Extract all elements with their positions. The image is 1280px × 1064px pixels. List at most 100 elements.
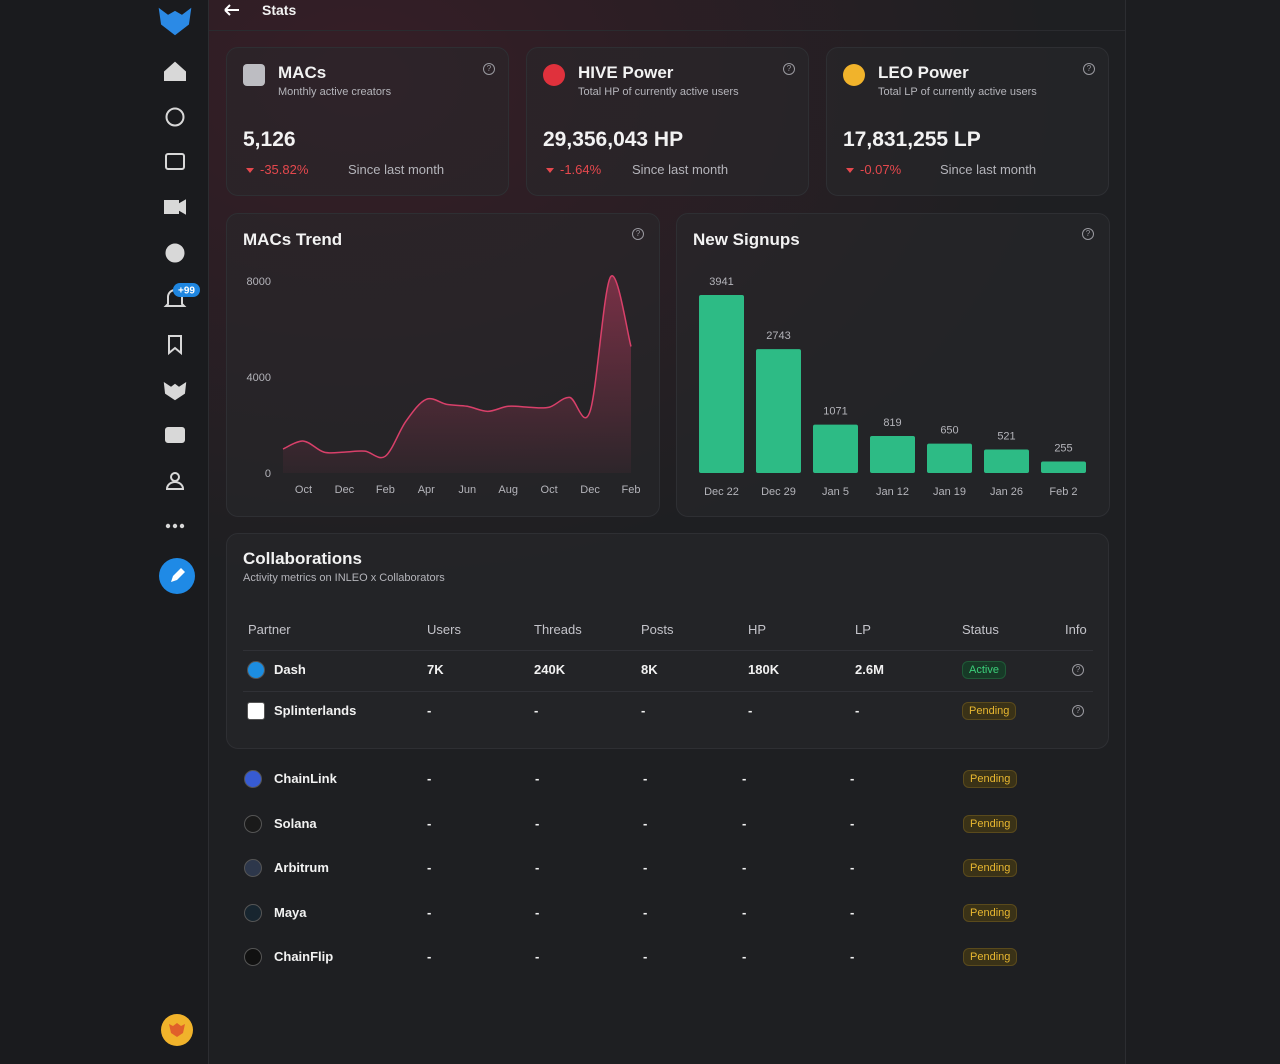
stat-subtitle: Total LP of currently active users <box>878 86 1037 98</box>
stat-change-note: Since last month <box>632 162 729 177</box>
x-tick-label: Aug <box>498 484 518 496</box>
logo[interactable] <box>158 7 192 36</box>
bar <box>984 449 1029 473</box>
x-tick-label: Apr <box>418 484 435 496</box>
stat-change-note: Since last month <box>940 162 1037 177</box>
help-icon[interactable]: ? <box>1082 228 1094 240</box>
help-icon[interactable]: ? <box>783 63 795 75</box>
chart-card: MACs Trend? 0 4000 8000 Oct Dec Feb Apr Jun Aug Oc… <box>226 213 660 517</box>
metric-cell: - <box>535 949 540 964</box>
column-header: Status <box>962 622 999 637</box>
globe-icon[interactable] <box>165 243 185 263</box>
column-header: LP <box>855 622 871 637</box>
metric-cell: - <box>850 771 855 786</box>
stat-icon <box>243 64 265 86</box>
metric-cell: 240K <box>534 662 566 677</box>
bar <box>813 424 858 473</box>
change-arrow <box>246 168 254 173</box>
partner-name: Splinterlands <box>274 703 357 718</box>
more-icon[interactable] <box>165 523 185 529</box>
line <box>282 275 632 459</box>
explore-icon[interactable] <box>165 107 185 127</box>
profile-icon[interactable] <box>170 472 180 482</box>
help-icon[interactable]: ? <box>483 63 495 75</box>
stat-subtitle: Total HP of currently active users <box>578 86 739 98</box>
metric-cell: - <box>742 949 747 964</box>
metric-cell: - <box>742 771 747 786</box>
partner-name: ChainFlip <box>274 949 334 964</box>
bar <box>927 443 972 473</box>
metric-cell: - <box>641 703 646 718</box>
metric-cell: - <box>535 771 540 786</box>
x-tick-label: Dec 29 <box>761 486 796 498</box>
stat-value: 17,831,255 LP <box>843 128 981 151</box>
back-button[interactable] <box>222 2 242 18</box>
collaborations-card: Collaborations Activity metrics on INLEO … <box>226 533 1109 749</box>
metric-cell: - <box>535 860 540 875</box>
x-tick-label: Feb <box>376 484 395 496</box>
y-tick-label: 0 <box>265 468 271 480</box>
wallet-icon[interactable] <box>165 427 185 443</box>
partner-icon <box>244 815 262 833</box>
stat-card: LEO Power Total LP of currently active us… <box>826 47 1109 196</box>
metric-cell: 7K <box>427 662 444 677</box>
video-icon[interactable] <box>164 199 186 215</box>
y-tick-label: 4000 <box>247 372 271 384</box>
metric-cell: - <box>850 860 855 875</box>
bookmark-icon[interactable] <box>168 335 182 356</box>
column-header: Threads <box>534 622 582 637</box>
x-tick-label: Jan 19 <box>933 486 966 498</box>
column-header: Info <box>1065 622 1087 637</box>
metric-cell: - <box>748 703 753 718</box>
partner-icon <box>247 661 265 679</box>
partner-name: Dash <box>274 662 306 677</box>
header-divider <box>209 30 1125 31</box>
status-badge: Pending <box>963 815 1018 833</box>
metric-cell: - <box>850 905 855 920</box>
y-tick-label: 8000 <box>247 276 271 288</box>
bar-value-label: 650 <box>940 425 958 437</box>
column-header: Users <box>427 622 461 637</box>
stat-title: MACs <box>278 63 327 82</box>
sidebar: +99 <box>0 0 209 1064</box>
partner-name: ChainLink <box>274 771 337 786</box>
partner-icon <box>244 948 262 966</box>
partner-icon <box>244 904 262 922</box>
metric-cell: - <box>535 816 540 831</box>
metric-cell: - <box>850 949 855 964</box>
bar-value-label: 1071 <box>823 406 847 418</box>
metric-cell: - <box>535 905 540 920</box>
notification-badge: +99 <box>178 286 195 297</box>
stat-change: -1.64% <box>560 162 602 177</box>
leo-icon[interactable] <box>163 381 187 401</box>
help-icon[interactable]: ? <box>1083 63 1095 75</box>
page-title: Stats <box>262 2 297 18</box>
stat-icon <box>843 64 865 86</box>
metric-cell: - <box>850 816 855 831</box>
partner-name: Arbitrum <box>274 860 329 875</box>
stat-subtitle: Monthly active creators <box>278 86 392 98</box>
metric-cell: - <box>427 860 432 875</box>
help-icon[interactable]: ? <box>1072 664 1084 676</box>
metric-cell: 8K <box>641 662 658 677</box>
bar <box>1041 461 1086 473</box>
news-icon[interactable] <box>165 153 185 170</box>
column-header: HP <box>748 622 767 637</box>
stat-card: HIVE Power Total HP of currently active u… <box>526 47 809 196</box>
x-tick-label: Jun <box>458 484 476 496</box>
sidebar-icons: +99 <box>158 7 200 1046</box>
chart-title: New Signups <box>693 230 800 249</box>
metric-cell: - <box>643 905 648 920</box>
row-divider <box>243 650 1093 651</box>
partner-icon <box>247 702 265 720</box>
chart: 0 4000 8000 Oct Dec Feb Apr Jun Aug Oct Dec Feb <box>247 275 640 496</box>
metric-cell: - <box>643 771 648 786</box>
partner-icon <box>244 859 262 877</box>
metric-cell: - <box>742 905 747 920</box>
help-icon[interactable]: ? <box>632 228 644 240</box>
home-icon[interactable] <box>164 61 186 81</box>
status-badge: Pending <box>963 770 1018 788</box>
help-icon[interactable]: ? <box>1072 705 1084 717</box>
x-tick-label: Dec <box>335 484 355 496</box>
column-header: Partner <box>248 622 291 637</box>
